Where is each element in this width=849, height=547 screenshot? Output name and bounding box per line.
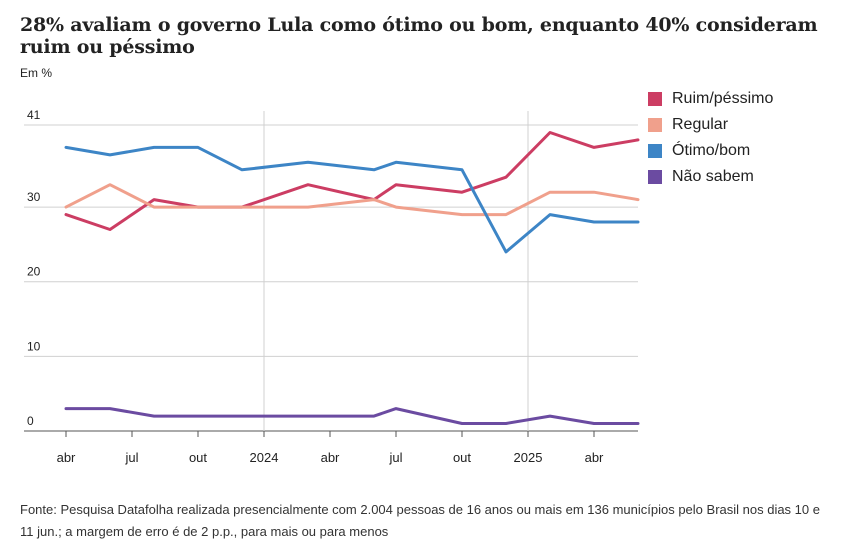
legend-item-ruim: Ruim/péssimo [648, 86, 773, 112]
series-line-2 [64, 145, 640, 254]
y-tick-label: 41 [27, 108, 41, 122]
legend-item-nao-sabem: Não sabem [648, 164, 773, 190]
series-line-1 [64, 183, 640, 217]
x-tick-label: jul [388, 450, 402, 465]
x-tick-label: jul [124, 450, 138, 465]
x-tick-label: abr [57, 450, 76, 465]
source-note: Fonte: Pesquisa Datafolha realizada pres… [20, 502, 820, 539]
x-tick-label: 2024 [250, 450, 279, 465]
x-tick-label: out [453, 450, 471, 465]
legend-item-otimo: Ótimo/bom [648, 138, 773, 164]
unit-label: Em % [20, 66, 53, 80]
legend-swatch [648, 92, 662, 106]
legend-label: Regular [672, 116, 729, 133]
y-tick-label: 30 [27, 190, 41, 204]
legend-label: Ruim/péssimo [672, 90, 774, 107]
legend-label: Ótimo/bom [672, 142, 751, 159]
legend: Ruim/péssimo Regular Ótimo/bom Não sabem [648, 86, 773, 190]
y-tick-label: 0 [27, 414, 34, 428]
x-tick-label: abr [321, 450, 340, 465]
x-tick-label: 2025 [514, 450, 543, 465]
legend-swatch [648, 170, 662, 184]
series-line-3 [64, 407, 640, 425]
x-tick-label: abr [585, 450, 604, 465]
legend-item-regular: Regular [648, 112, 773, 138]
legend-swatch [648, 144, 662, 158]
legend-swatch [648, 118, 662, 132]
y-tick-label: 10 [27, 339, 41, 353]
y-tick-label: 20 [27, 265, 41, 279]
legend-label: Não sabem [672, 168, 754, 185]
x-tick-label: out [189, 450, 207, 465]
chart-title: 28% avaliam o governo Lula como ótimo ou… [20, 14, 818, 58]
